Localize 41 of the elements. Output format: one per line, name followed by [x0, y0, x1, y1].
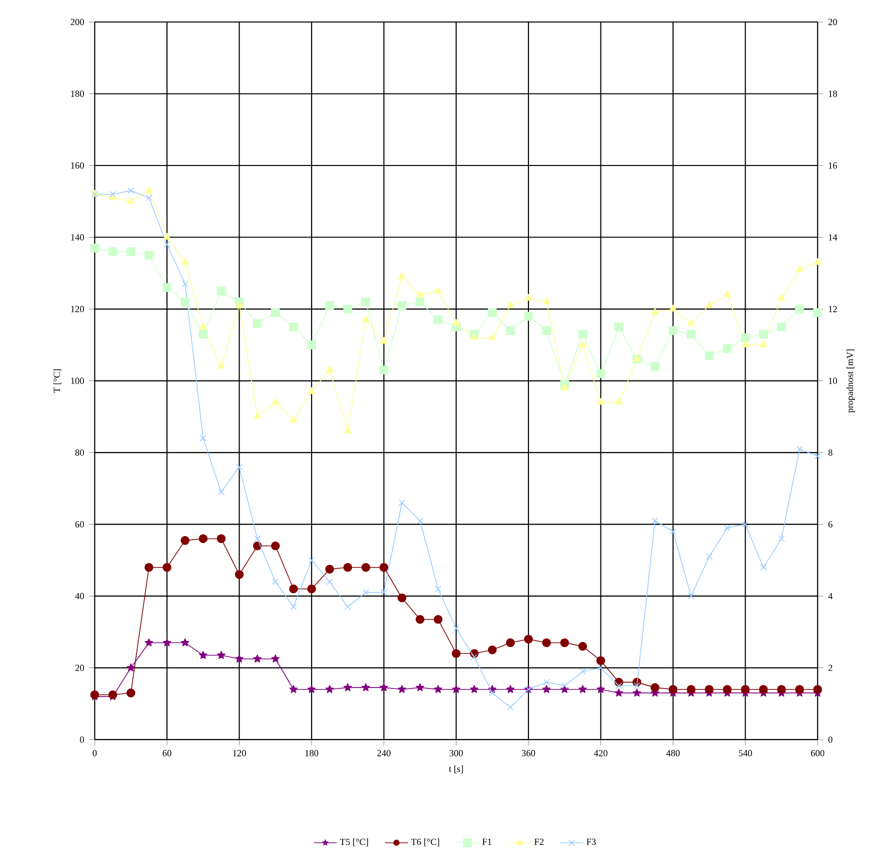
- x-tick-label: 240: [377, 750, 391, 756]
- y-tick-label: 200: [70, 19, 84, 26]
- y-tick-label: 20: [75, 664, 84, 672]
- x-tick-label: 360: [522, 750, 536, 756]
- y2-tick-label: 14: [828, 234, 838, 241]
- y2-tick-label: 12: [828, 306, 837, 312]
- legend-label: T5 [°C]: [340, 838, 368, 846]
- y-axis-title: T [°C]: [53, 370, 62, 393]
- y2-tick-label: 6: [828, 521, 832, 528]
- x-tick-label: 60: [162, 750, 172, 756]
- x-tick-label: 540: [738, 750, 752, 756]
- y-tick-label: 40: [75, 593, 84, 600]
- y2-tick-label: 20: [828, 19, 838, 26]
- legend-label: F1: [482, 838, 492, 845]
- y-tick-label: 0: [80, 736, 84, 743]
- y-tick-label: 140: [71, 234, 84, 241]
- y2-tick-label: 18: [828, 90, 838, 98]
- y2-tick-label: 0: [828, 736, 832, 743]
- y2-tick-label: 4: [828, 593, 833, 600]
- x-tick-label: 180: [305, 750, 318, 756]
- y-tick-label: 180: [71, 90, 84, 98]
- y-tick-label: 120: [71, 306, 84, 312]
- y-tick-label: 160: [71, 162, 84, 169]
- legend-label: T6 [°C]: [411, 838, 440, 846]
- x-tick-label: 420: [594, 750, 608, 756]
- y2-axis-title: propadnost [mV]: [846, 350, 855, 413]
- y-tick-label: 100: [71, 378, 84, 384]
- y2-tick-label: 8: [828, 450, 832, 456]
- x-axis-title: t [s]: [448, 766, 463, 774]
- y2-tick-label: 16: [828, 162, 838, 169]
- y2-tick-label: 2: [828, 664, 832, 672]
- x-tick-label: 600: [811, 750, 824, 756]
- x-tick-label: 120: [233, 750, 246, 756]
- x-tick-label: 300: [450, 750, 463, 756]
- y2-tick-label: 10: [828, 378, 838, 384]
- x-tick-label: 0: [92, 750, 97, 756]
- legend-label: F2: [534, 838, 544, 845]
- y-tick-label: 80: [75, 450, 84, 456]
- legend-label: F3: [586, 838, 596, 846]
- y-tick-label: 60: [75, 521, 84, 528]
- x-tick-label: 480: [666, 750, 680, 756]
